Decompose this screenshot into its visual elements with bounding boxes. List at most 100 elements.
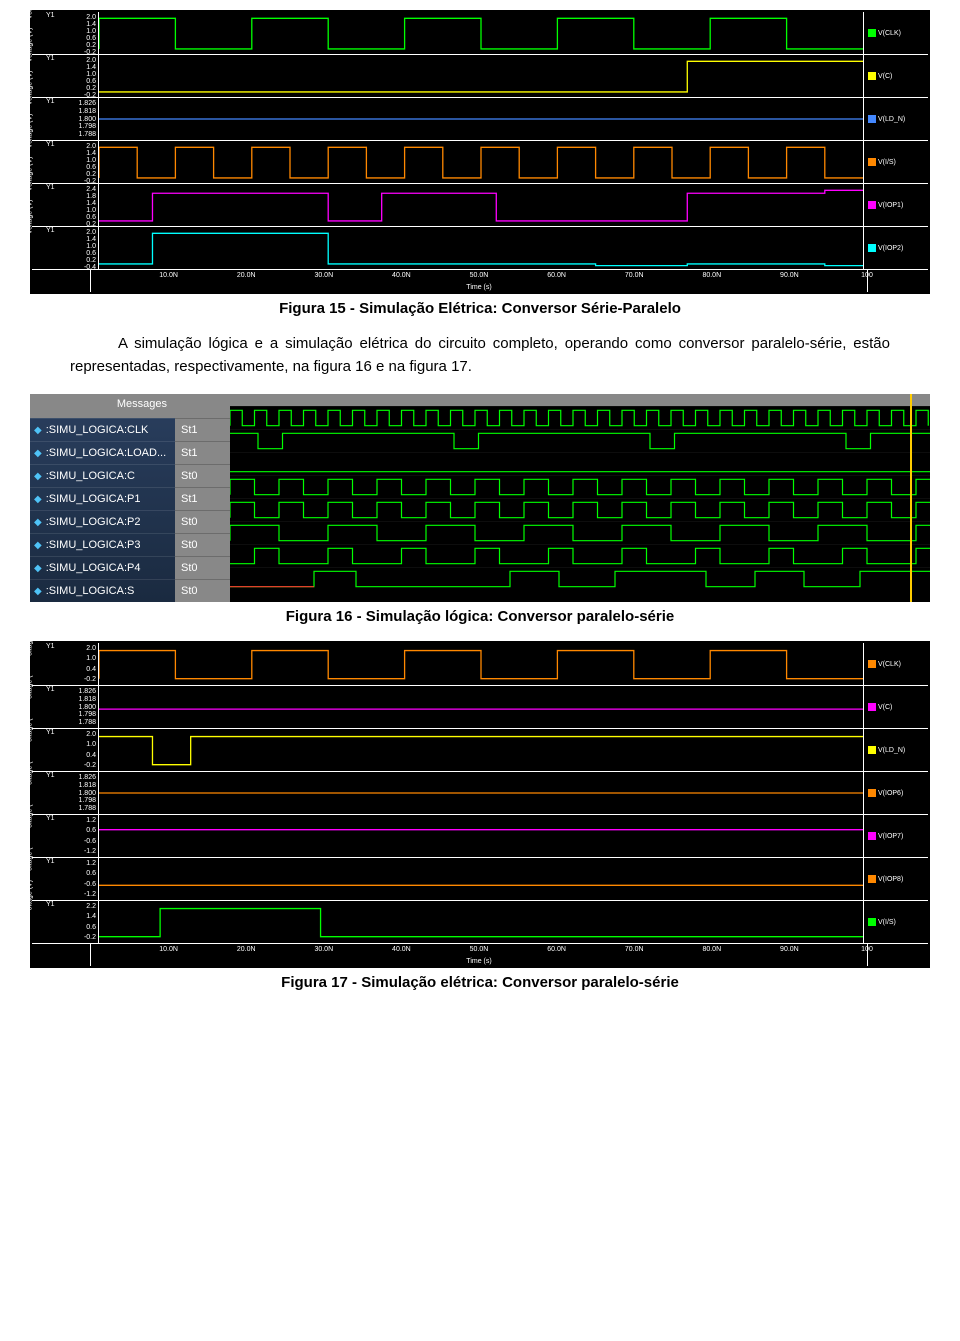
expand-icon[interactable]: ◆ — [34, 586, 42, 597]
expand-icon[interactable]: ◆ — [34, 425, 42, 436]
x-tick: 80.0N — [702, 272, 721, 279]
figure16-caption: Figura 16 - Simulação lógica: Conversor … — [30, 608, 930, 625]
signal-name-row[interactable]: ◆ :SIMU_LOGICA:CLK — [30, 418, 175, 441]
y-tick: -0.4 — [38, 264, 96, 271]
signal-value: St1 — [175, 487, 230, 510]
time-scrollbar[interactable] — [230, 394, 930, 406]
y-tick: 1.4 — [38, 913, 96, 920]
expand-icon[interactable]: ◆ — [34, 517, 42, 528]
y-title: Y1 — [46, 98, 55, 105]
x-tick: 90.0N — [780, 946, 799, 953]
y-tick: -0.2 — [38, 934, 96, 941]
y-tick: 1.0 — [38, 207, 96, 214]
y-tick: 1.0 — [38, 741, 96, 748]
waveform-pane-5: Y1oltage (1.20.6-0.6-1.2V(IOP8) — [32, 858, 928, 901]
y-tick: 1.0 — [38, 157, 96, 164]
y-tick: 1.798 — [38, 123, 96, 130]
legend-swatch — [868, 660, 876, 668]
signal-name: :SIMU_LOGICA:P1 — [46, 493, 141, 505]
y-tick: 0.6 — [38, 924, 96, 931]
x-axis: 10.0N20.0N30.0N40.0N50.0N60.0N70.0N80.0N… — [32, 944, 928, 966]
plot-area — [99, 141, 863, 183]
y-axis-label: oltage (V) — [27, 880, 34, 910]
y-title: Y1 — [46, 901, 55, 908]
logic-wave-row — [230, 544, 930, 567]
x-tick: 60.0N — [547, 946, 566, 953]
legend-label: V(IOP8) — [878, 876, 903, 883]
y-tick: 1.4 — [38, 21, 96, 28]
y-title: Y1 — [46, 729, 55, 736]
time-cursor[interactable] — [910, 394, 912, 602]
expand-icon[interactable]: ◆ — [34, 448, 42, 459]
expand-icon[interactable]: ◆ — [34, 540, 42, 551]
signal-name-row[interactable]: ◆ :SIMU_LOGICA:P3 — [30, 533, 175, 556]
legend-swatch — [868, 918, 876, 926]
legend: V(IOP8) — [863, 858, 928, 900]
y-title: Y1 — [46, 686, 55, 693]
signal-name: :SIMU_LOGICA:P3 — [46, 539, 141, 551]
expand-icon[interactable]: ◆ — [34, 494, 42, 505]
logic-wave-row — [230, 567, 930, 590]
x-tick: 30.0N — [314, 946, 333, 953]
signal-values-column: St1St1St0St1St0St0St0St0 — [175, 394, 230, 602]
signal-name-row[interactable]: ◆:SIMU_LOGICA:P2 — [30, 510, 175, 533]
signal-name-row[interactable]: ◆:SIMU_LOGICA:P4 — [30, 556, 175, 579]
waveform-pane-3: Y1oltage (1.8261.8181.8001.7981.788V(IOP… — [32, 772, 928, 815]
expand-icon[interactable]: ◆ — [34, 563, 42, 574]
signal-name: :SIMU_LOGICA:LOAD... — [46, 447, 166, 459]
signal-value: St0 — [175, 556, 230, 579]
y-tick: -1.2 — [38, 848, 96, 855]
legend-label: V(I/S) — [878, 159, 896, 166]
y-tick: 0.2 — [38, 171, 96, 178]
plot-area — [99, 643, 863, 685]
legend: V(IOP1) — [863, 184, 928, 226]
paragraph-1: A simulação lógica e a simulação elétric… — [70, 333, 890, 378]
legend-label: V(LD_N) — [878, 116, 905, 123]
y-axis-label: Voltage (V) — [27, 200, 34, 235]
legend: V(LD_N) — [863, 729, 928, 771]
signal-name-row[interactable]: ◆:SIMU_LOGICA:C — [30, 464, 175, 487]
y-axis-label: oltage ( — [27, 675, 34, 698]
x-tick: 100 — [861, 272, 873, 279]
y-tick: 1.0 — [38, 28, 96, 35]
legend: V(CLK) — [863, 12, 928, 54]
y-tick: 0.6 — [38, 214, 96, 221]
logic-waveform-area — [230, 394, 930, 602]
y-tick: 1.4 — [38, 236, 96, 243]
x-axis-label: Time (s) — [466, 284, 491, 291]
signal-name: :SIMU_LOGICA:CLK — [46, 424, 149, 436]
legend: V(IOP2) — [863, 227, 928, 269]
legend: V(C) — [863, 55, 928, 97]
y-tick: 1.0 — [38, 243, 96, 250]
y-tick: 1.818 — [38, 782, 96, 789]
y-tick: 1.4 — [38, 200, 96, 207]
legend-label: V(IOP2) — [878, 245, 903, 252]
signal-names-column: Messages ◆:SIMU_LOGICA:CLK◆:SIMU_LOGICA:… — [30, 394, 175, 602]
waveform-pane-2: Y1oltage (2.01.00.4-0.2V(LD_N) — [32, 729, 928, 772]
signal-name-row[interactable]: ◆ :SIMU_LOGICA:P1 — [30, 487, 175, 510]
y-tick: 0.2 — [38, 42, 96, 49]
signal-name-row[interactable]: ◆:SIMU_LOGICA:S — [30, 579, 175, 602]
waveform-pane-4: Y1oltage (1.20.6-0.6-1.2V(IOP7) — [32, 815, 928, 858]
y-tick: 1.8 — [38, 193, 96, 200]
signal-value: St1 — [175, 418, 230, 441]
messages-header: Messages — [30, 394, 175, 418]
y-tick: -0.6 — [38, 838, 96, 845]
logic-wave-row — [230, 452, 930, 475]
x-tick: 10.0N — [159, 272, 178, 279]
y-tick: 1.800 — [38, 790, 96, 797]
waveform-pane-0: Y1oltage (2.01.00.4-0.2V(CLK) — [32, 643, 928, 686]
legend-swatch — [868, 789, 876, 797]
expand-icon[interactable]: ◆ — [34, 471, 42, 482]
y-axis-label: Voltage (V) — [27, 0, 34, 19]
legend-swatch — [868, 244, 876, 252]
y-title: Y1 — [46, 858, 55, 865]
x-tick: 70.0N — [625, 946, 644, 953]
signal-name-row[interactable]: ◆ :SIMU_LOGICA:LOAD... — [30, 441, 175, 464]
x-tick: 50.0N — [470, 272, 489, 279]
plot-area — [99, 901, 863, 943]
y-tick: 0.6 — [38, 164, 96, 171]
logic-wave-row — [230, 406, 930, 429]
y-tick: 0.4 — [38, 752, 96, 759]
legend-swatch — [868, 875, 876, 883]
